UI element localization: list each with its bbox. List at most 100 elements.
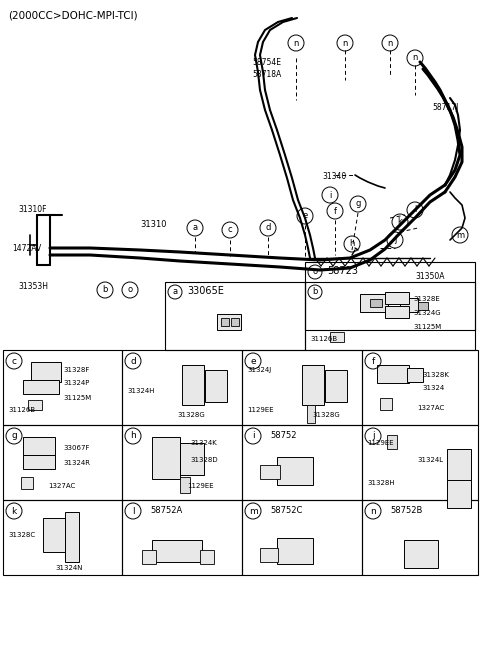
Text: 31126B: 31126B (310, 336, 337, 342)
Bar (28, 400, 42, 410)
Text: 58752C: 58752C (270, 506, 302, 515)
Bar (362, 500, 478, 575)
Bar (387, 435, 397, 449)
Bar (65, 512, 79, 562)
Text: o: o (127, 286, 132, 294)
Bar (152, 437, 180, 479)
Text: 31324L: 31324L (417, 457, 443, 463)
Bar (447, 480, 471, 508)
Text: 1129EE: 1129EE (247, 407, 274, 413)
Bar (377, 365, 409, 383)
Text: 31350A: 31350A (415, 272, 444, 281)
Text: 31328G: 31328G (312, 412, 340, 418)
Text: 31324K: 31324K (190, 440, 217, 446)
Text: o: o (312, 267, 318, 277)
Bar (3, 350, 122, 425)
Bar (221, 318, 229, 326)
Text: i: i (252, 432, 254, 440)
Bar (260, 465, 280, 479)
Bar (330, 332, 344, 342)
Bar (277, 457, 313, 485)
Text: n: n (412, 53, 418, 62)
Text: 1472AV: 1472AV (12, 244, 41, 253)
Bar (122, 500, 242, 575)
Bar (380, 398, 392, 410)
Bar (260, 548, 278, 562)
Bar (404, 540, 438, 568)
Text: k: k (12, 507, 17, 516)
Bar (385, 306, 409, 318)
Text: a: a (192, 223, 198, 233)
Bar (400, 298, 418, 312)
Text: 31328G: 31328G (177, 412, 205, 418)
Bar (165, 282, 305, 350)
Text: 31324: 31324 (422, 385, 444, 391)
Text: m: m (249, 507, 257, 516)
Text: l: l (414, 206, 416, 214)
Text: e: e (302, 212, 308, 221)
Bar (21, 477, 33, 489)
Text: 31126B: 31126B (8, 407, 35, 413)
Bar (142, 550, 156, 564)
Text: i: i (329, 191, 331, 200)
Bar (23, 380, 59, 394)
Text: (2000CC>DOHC-MPI-TCI): (2000CC>DOHC-MPI-TCI) (8, 10, 138, 20)
Text: n: n (293, 39, 299, 47)
Bar (307, 405, 315, 423)
Bar (31, 362, 61, 382)
Text: 31328H: 31328H (367, 480, 395, 486)
Bar (385, 292, 409, 304)
Bar (370, 299, 382, 307)
Text: k: k (397, 217, 402, 227)
Text: 58752: 58752 (270, 431, 297, 440)
Text: n: n (370, 507, 376, 516)
Bar (242, 350, 362, 425)
Text: 31125M: 31125M (63, 395, 91, 401)
Bar (205, 370, 227, 402)
Text: f: f (334, 206, 336, 215)
Text: 31340: 31340 (322, 172, 346, 181)
Bar (305, 262, 475, 330)
Text: j: j (372, 432, 374, 440)
Text: n: n (387, 39, 393, 47)
Bar (407, 368, 423, 382)
Bar (418, 302, 428, 310)
Text: 1129EE: 1129EE (367, 440, 394, 446)
Text: 31310: 31310 (140, 220, 167, 229)
Bar (360, 294, 388, 312)
Text: 31324R: 31324R (63, 460, 90, 466)
Text: f: f (372, 357, 374, 365)
Text: 58752B: 58752B (390, 506, 422, 515)
Text: c: c (12, 357, 16, 365)
Text: d: d (265, 223, 271, 233)
Text: 31328F: 31328F (63, 367, 89, 373)
Bar (447, 449, 471, 485)
Text: 31324N: 31324N (55, 565, 83, 571)
Bar (23, 455, 55, 469)
Bar (325, 370, 347, 402)
Bar (182, 365, 204, 405)
Text: 31324J: 31324J (247, 367, 271, 373)
Bar (242, 500, 362, 575)
Text: d: d (130, 357, 136, 365)
Text: a: a (172, 288, 178, 296)
Text: 33065E: 33065E (187, 286, 224, 296)
Text: n: n (342, 39, 348, 47)
Text: 58717J: 58717J (432, 103, 458, 112)
Text: e: e (250, 357, 256, 365)
Text: b: b (312, 288, 318, 296)
Bar (43, 518, 65, 552)
Text: 31324P: 31324P (63, 380, 89, 386)
Text: 31328D: 31328D (190, 457, 217, 463)
Bar (3, 500, 122, 575)
Text: 1327AC: 1327AC (417, 405, 444, 411)
Text: 31328K: 31328K (422, 372, 449, 378)
Text: m: m (456, 231, 464, 240)
Text: l: l (132, 507, 134, 516)
Bar (3, 425, 122, 500)
Text: 31324H: 31324H (127, 388, 155, 394)
Bar (200, 550, 214, 564)
Text: j: j (394, 235, 396, 244)
Text: 1327AC: 1327AC (48, 483, 75, 489)
Bar (23, 437, 55, 455)
